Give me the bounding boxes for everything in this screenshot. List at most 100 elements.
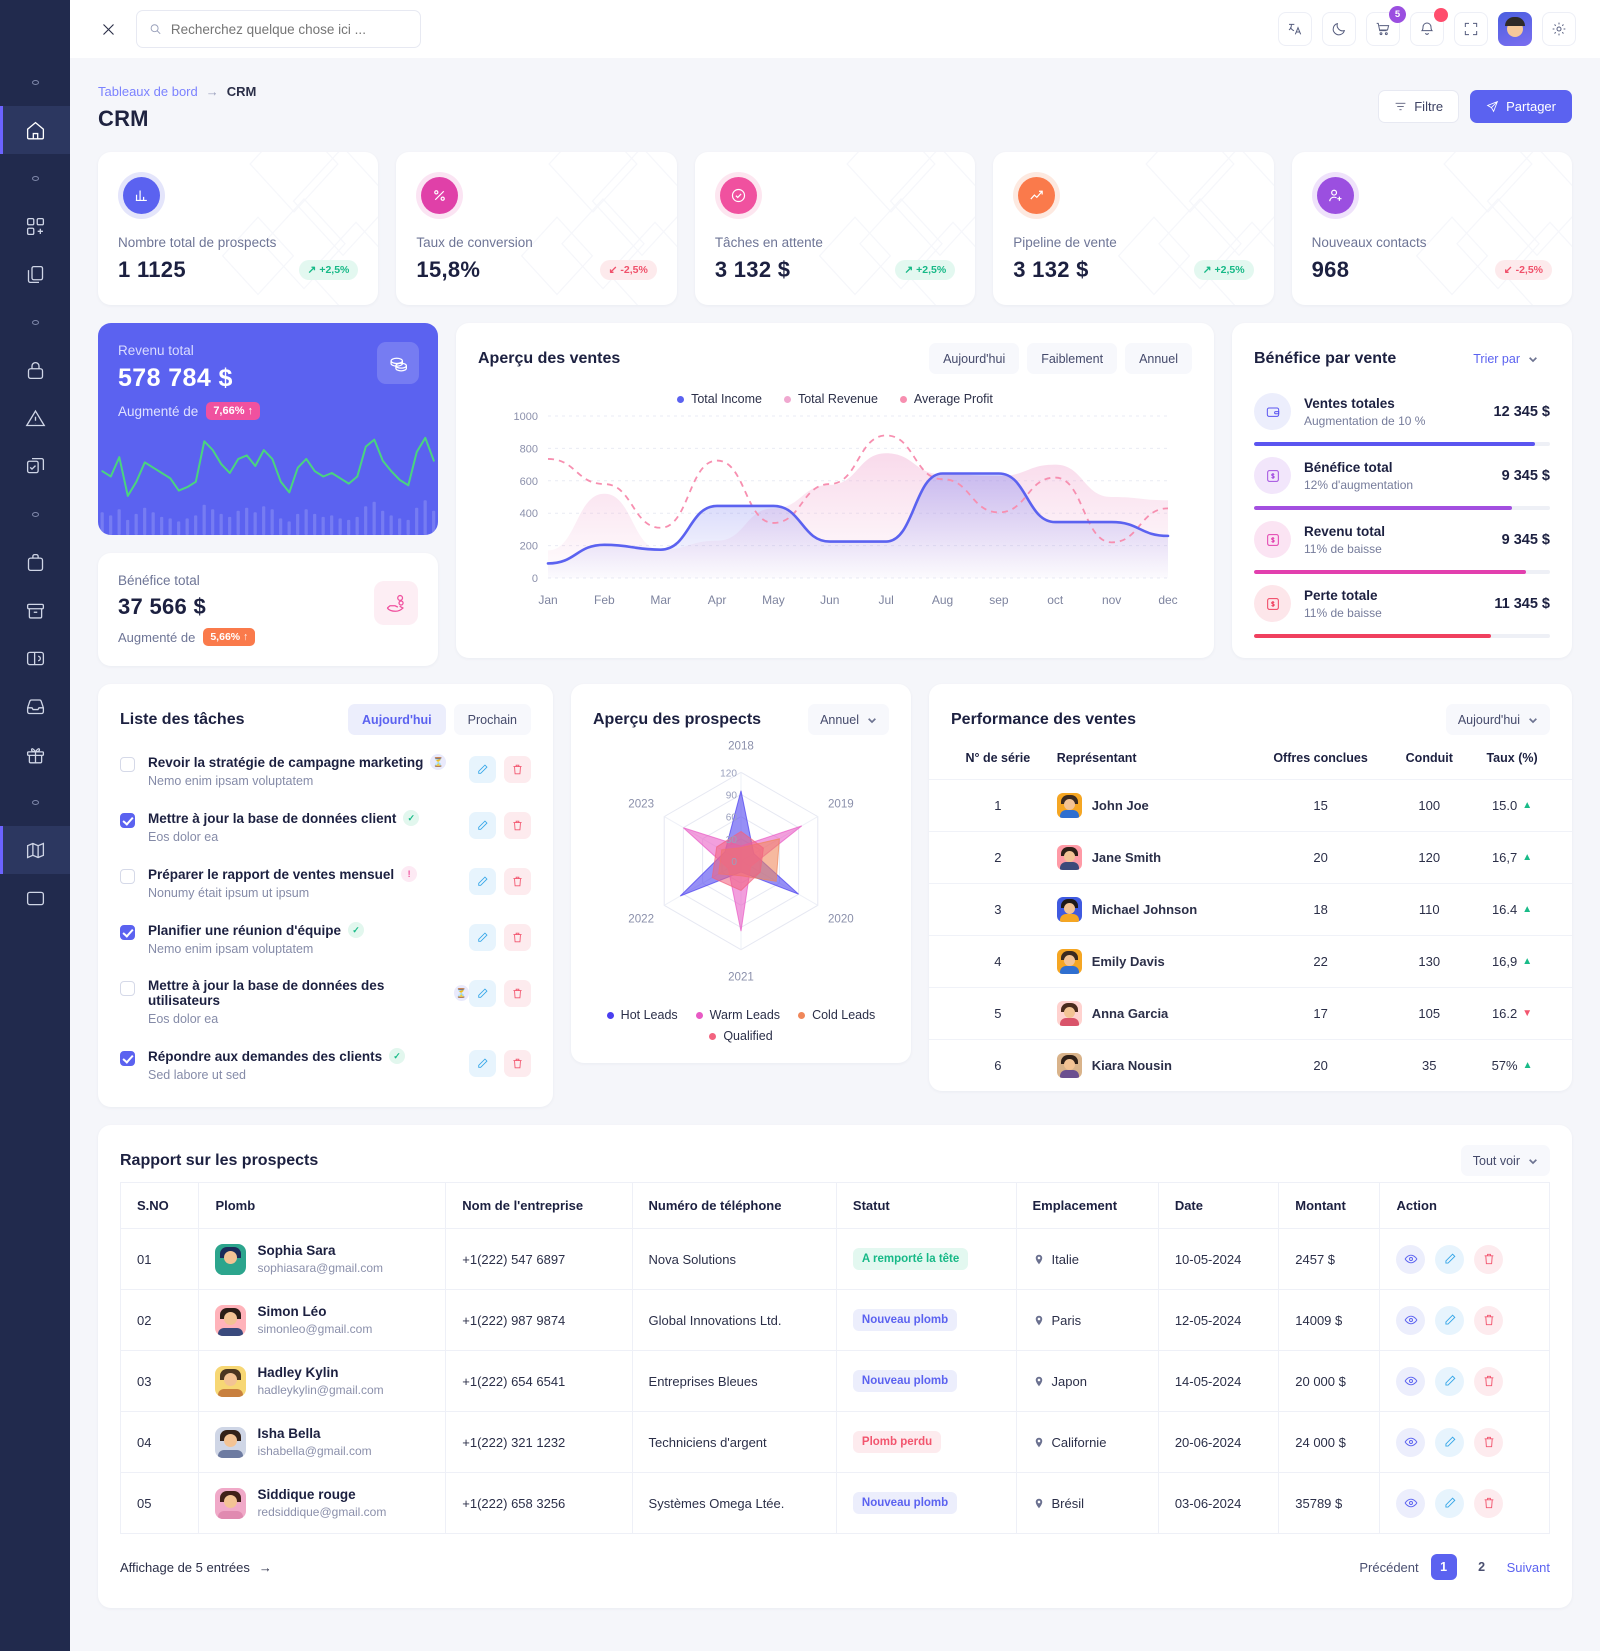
edit-task-button[interactable] (469, 812, 496, 839)
sidebar-item-apps[interactable] (0, 202, 70, 250)
fullscreen-icon[interactable] (1454, 12, 1488, 46)
prospects-report-table-wrap: S.NO Plomb Nom de l'entreprise Numéro de té… (98, 1182, 1572, 1534)
cell-representative: Jane Smith (1050, 831, 1251, 884)
sidebar-item-tasks[interactable] (0, 442, 70, 490)
edit-button[interactable] (1435, 1244, 1465, 1274)
delete-task-button[interactable] (504, 1050, 531, 1077)
delete-button[interactable] (1474, 1305, 1504, 1335)
edit-task-button[interactable] (469, 756, 496, 783)
lead-name: Siddique rouge (257, 1487, 356, 1502)
cart-icon[interactable]: 5 (1366, 6, 1406, 46)
delete-button[interactable] (1474, 1244, 1504, 1274)
column-header: Plomb (198, 1182, 447, 1229)
edit-button[interactable] (1435, 1305, 1465, 1335)
delete-task-button[interactable] (504, 924, 531, 951)
sidebar-item-errors[interactable] (0, 394, 70, 442)
total-revenue-change-prefix: Augmenté de (118, 403, 199, 419)
edit-task-button[interactable] (469, 1050, 496, 1077)
view-button[interactable] (1396, 1488, 1426, 1518)
task-checkbox[interactable] (120, 813, 135, 828)
revenue-column: Revenu total 578 784 $ Augmenté de 7,66%… (98, 323, 438, 666)
sidebar-item-briefcase[interactable] (0, 538, 70, 586)
view-button[interactable] (1396, 1305, 1426, 1335)
avatar[interactable] (1498, 12, 1532, 46)
prospects-period-dropdown[interactable]: Annuel (808, 704, 889, 735)
sidebar-item-inbox[interactable] (0, 682, 70, 730)
search-input[interactable] (170, 21, 408, 37)
sort-by-dropdown[interactable]: Trier par (1461, 343, 1550, 374)
delete-button[interactable] (1474, 1366, 1504, 1396)
arrow-right-icon[interactable]: → (258, 1559, 272, 1575)
share-button[interactable]: Partager (1470, 90, 1572, 123)
pagination-prev[interactable]: Précédent (1359, 1559, 1419, 1575)
filter-button[interactable]: Filtre (1378, 90, 1460, 123)
delete-button[interactable] (1474, 1427, 1504, 1457)
trend-arrow-icon: ↙ (1503, 264, 1513, 276)
view-button[interactable] (1396, 1366, 1426, 1396)
task-tab-1[interactable]: Prochain (453, 704, 531, 735)
task-checkbox[interactable] (120, 869, 135, 884)
sales-overview-tab-0[interactable]: Aujourd'hui (929, 343, 1020, 374)
gear-icon[interactable] (1542, 12, 1576, 46)
task-checkbox[interactable] (120, 1051, 135, 1066)
task-title: Mettre à jour la base de données client (148, 810, 397, 826)
pagination-page[interactable]: 1 (1430, 1554, 1457, 1580)
task-description: Nemo enim ipsam voluptatem (148, 942, 314, 956)
close-icon[interactable] (94, 15, 122, 43)
edit-button[interactable] (1435, 1366, 1465, 1396)
prospects-overview-header: Aperçu des prospects Annuel (571, 684, 911, 735)
delete-task-button[interactable] (504, 980, 531, 1007)
view-button[interactable] (1396, 1427, 1426, 1457)
delete-task-button[interactable] (504, 812, 531, 839)
language-icon[interactable] (1278, 12, 1312, 46)
location-name: Paris (1051, 1312, 1082, 1328)
stat-trend-badge: ↗ +2,5% (895, 260, 956, 280)
task-checkbox[interactable] (120, 981, 135, 996)
sidebar-item-home[interactable] (0, 106, 70, 154)
task-list-header: Liste des tâches Aujourd'hui Prochain (98, 684, 553, 735)
item-sub: Augmentation de 10 % (1304, 413, 1426, 428)
breadcrumb-current: CRM (226, 84, 257, 99)
breadcrumb-root[interactable]: Tableaux de bord (98, 84, 198, 99)
notifications-icon[interactable] (1410, 8, 1448, 46)
sidebar-item-pages[interactable] (0, 250, 70, 298)
task-checkbox[interactable] (120, 757, 135, 772)
delete-button[interactable] (1474, 1488, 1504, 1518)
dark-mode-icon[interactable] (1322, 12, 1356, 46)
task-tab-0[interactable]: Aujourd'hui (348, 704, 446, 735)
edit-task-button[interactable] (469, 868, 496, 895)
view-button[interactable] (1396, 1244, 1426, 1274)
sales-overview-tab-2[interactable]: Annuel (1125, 343, 1192, 374)
sidebar-item-widgets[interactable] (0, 874, 70, 922)
sidebar-divider-dot (0, 778, 70, 826)
bar-chart-icon (118, 172, 165, 219)
total-profit-label: Bénéfice total (118, 573, 200, 588)
cell-amount: 14009 $ (1278, 1289, 1381, 1351)
view-all-dropdown[interactable]: Tout voir (1460, 1145, 1550, 1176)
task-checkbox[interactable] (120, 925, 135, 940)
sidebar-item-maps[interactable] (0, 826, 70, 874)
delete-task-button[interactable] (504, 756, 531, 783)
sales-overview-tab-1[interactable]: Faiblement (1027, 343, 1118, 374)
delete-task-button[interactable] (504, 868, 531, 895)
edit-task-button[interactable] (469, 924, 496, 951)
edit-button[interactable] (1435, 1488, 1465, 1518)
cell-lead: Isha Bella ishabella@gmail.com (198, 1411, 447, 1473)
pagination-next[interactable]: Suivant (1506, 1559, 1550, 1575)
sidebar-item-archive[interactable] (0, 586, 70, 634)
table-row: 04 Isha Bella ishabella@gmail.com +1(222) 3… (119, 1411, 1550, 1473)
chevron-down-icon (1529, 1158, 1537, 1164)
sidebar-item-authentication[interactable] (0, 346, 70, 394)
pagination-page[interactable]: 2 (1478, 1560, 1486, 1574)
edit-task-button[interactable] (469, 980, 496, 1007)
sales-performance-period-dropdown[interactable]: Aujourd'hui (1445, 704, 1550, 735)
stat-trend-badge: ↙ -2,5% (599, 260, 657, 280)
cell-phone-column: Nova Solutions (631, 1228, 837, 1290)
sidebar-item-gifts[interactable] (0, 730, 70, 778)
task-list-title: Liste des tâches (120, 710, 245, 728)
search-box[interactable] (136, 10, 421, 48)
sidebar-item-design[interactable] (0, 634, 70, 682)
cell-amount: 24 000 $ (1278, 1411, 1381, 1473)
edit-button[interactable] (1435, 1427, 1465, 1457)
column-header: Statut (835, 1182, 1017, 1229)
